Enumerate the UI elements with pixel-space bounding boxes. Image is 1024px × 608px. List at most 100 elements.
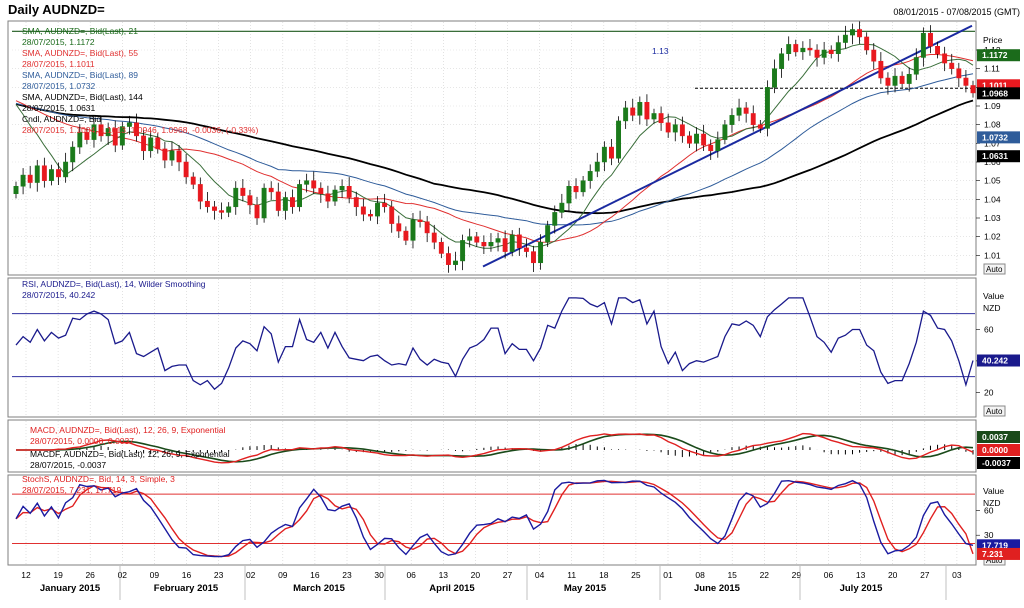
sma144-line	[15, 99, 974, 215]
candle	[417, 210, 423, 228]
stoch-value-tag-text: 7.231	[982, 549, 1004, 559]
candle-body	[764, 87, 770, 129]
grid: 1.121.111.101.091.081.071.061.051.041.03…	[12, 22, 1001, 564]
candle	[644, 94, 650, 126]
candle-body	[105, 128, 111, 137]
candle-body	[828, 49, 834, 54]
candle-body	[871, 49, 877, 62]
candle	[275, 182, 281, 217]
candle	[212, 201, 217, 220]
candle	[474, 232, 480, 247]
candle	[226, 202, 232, 218]
candle	[197, 177, 203, 210]
candle	[56, 162, 61, 185]
candle-body	[13, 186, 19, 194]
candle	[318, 182, 324, 203]
candle-body	[226, 206, 232, 213]
candle-body	[623, 107, 629, 122]
rsi-axis-unit: NZD	[983, 303, 1000, 313]
stoch-value-tag-text: 17.719	[982, 540, 1008, 550]
rsi-tick-label: 60	[984, 324, 994, 334]
candle	[594, 152, 600, 178]
candle-body	[892, 75, 898, 86]
candle	[190, 172, 196, 190]
rsi-value-tag-text: 40.242	[982, 356, 1008, 366]
candle	[282, 191, 288, 220]
stoch-tick-label: 60	[984, 506, 994, 516]
price-value-tag-bg	[977, 150, 1020, 163]
rsi-axis-title: Value	[983, 291, 1004, 301]
candle-body	[942, 53, 948, 64]
candle	[743, 102, 749, 123]
candle-body	[743, 107, 749, 114]
legend-stoch-value: 28/07/2015, 7.231, 17.719	[22, 485, 122, 495]
x-tick-day: 23	[214, 570, 224, 580]
candle-body	[424, 221, 430, 234]
candle-body	[552, 212, 558, 226]
candle	[580, 176, 586, 197]
candle	[538, 234, 544, 270]
macd-value-tag: 0.0000	[977, 444, 1020, 456]
candle-body	[772, 68, 777, 88]
candle	[963, 69, 969, 93]
candle-body	[864, 36, 870, 51]
candle-body	[842, 34, 848, 43]
candle-body	[899, 75, 905, 84]
candle	[928, 25, 933, 54]
candle	[531, 245, 536, 272]
candle-body	[346, 186, 352, 198]
legend-sma89-value: 28/07/2015, 1.0732	[22, 81, 96, 91]
candle-body	[523, 247, 529, 252]
candle-body	[219, 210, 225, 213]
candle	[48, 164, 54, 186]
stoch-value-tag-bg	[977, 547, 1020, 560]
candle	[141, 130, 147, 160]
candle	[311, 171, 317, 194]
candle	[155, 133, 161, 154]
candle-body	[715, 139, 721, 152]
stoch-axis-title: Value	[983, 486, 1004, 496]
x-tick-day: 16	[310, 570, 320, 580]
candle	[871, 43, 877, 70]
candle	[268, 181, 274, 200]
candle-body	[91, 124, 97, 140]
candle-body	[247, 195, 253, 206]
candle-body	[502, 238, 508, 252]
candle	[382, 193, 388, 213]
x-tick-day: 16	[182, 570, 192, 580]
candle	[502, 230, 508, 259]
candle-body	[559, 202, 565, 213]
candle-body	[360, 206, 366, 215]
candle-body	[41, 165, 47, 181]
rsi-auto-button[interactable]: Auto	[983, 405, 1006, 417]
x-tick-day: 03	[952, 570, 962, 580]
candle	[63, 152, 69, 183]
chart-title: Daily AUDNZD=	[8, 2, 105, 17]
candle	[857, 21, 863, 44]
x-tick-day: 19	[53, 570, 63, 580]
stoch-tick-label: 30	[984, 530, 994, 540]
candle	[509, 230, 515, 257]
price-value-tag-bg	[977, 87, 1020, 100]
candle	[98, 115, 104, 142]
candle-body	[297, 184, 303, 208]
candle	[601, 141, 607, 172]
candle-body	[467, 236, 473, 241]
candle-body	[665, 122, 671, 133]
rsi-panel-frame	[7, 277, 977, 418]
candle	[899, 71, 905, 89]
x-tick-day: 06	[824, 570, 834, 580]
candle-body	[318, 187, 324, 194]
price-auto-button[interactable]: Auto	[983, 263, 1006, 275]
date-range: 08/01/2015 - 07/08/2015 (GMT)	[893, 7, 1020, 17]
macd-value-tag-text: 0.0037	[982, 432, 1008, 442]
candle	[942, 46, 948, 72]
candle	[878, 52, 884, 84]
candle-body	[282, 197, 288, 211]
price-tick-label: 1.02	[984, 232, 1001, 242]
candle-body	[701, 133, 707, 146]
candle-body	[708, 144, 714, 152]
x-tick-day: 23	[342, 570, 352, 580]
x-axis: 12 19 26 02 09 16 23 02 09 16 23 30 06 13 20 27 04 11 18 25…	[21, 566, 962, 600]
candle-body	[290, 197, 295, 208]
